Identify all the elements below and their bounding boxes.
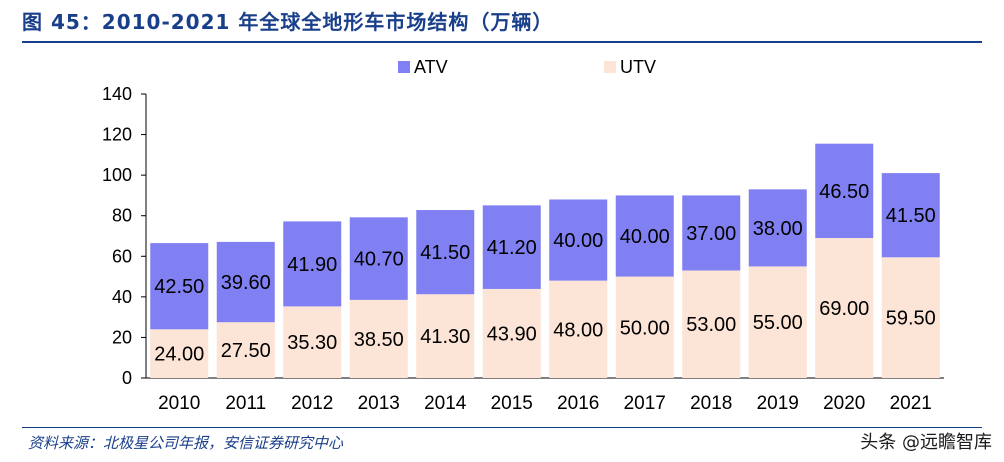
y-tick-label: 80 xyxy=(112,206,132,226)
source-note: 资料来源：北极星公司年报，安信证券研究中心 xyxy=(28,434,344,452)
bar-atv xyxy=(881,173,940,258)
y-tick-label: 40 xyxy=(112,287,132,307)
bar-atv xyxy=(283,221,342,307)
data-label-atv: 41.50 xyxy=(886,205,936,227)
data-label-atv: 40.00 xyxy=(620,226,670,248)
data-label-atv: 42.50 xyxy=(154,276,204,298)
bar-utv xyxy=(549,280,608,378)
y-tick-label: 20 xyxy=(112,327,132,347)
data-label-utv: 43.90 xyxy=(487,323,537,345)
bar-utv xyxy=(150,329,209,378)
bar-atv xyxy=(216,241,275,323)
bar-utv xyxy=(283,306,342,378)
legend-swatch-utv xyxy=(604,61,616,73)
y-tick-label: 60 xyxy=(112,246,132,266)
data-label-atv: 41.90 xyxy=(287,254,337,276)
x-tick-label: 2017 xyxy=(624,393,666,414)
title-divider xyxy=(22,41,982,43)
x-tick-label: 2013 xyxy=(358,393,400,414)
data-label-utv: 53.00 xyxy=(686,314,736,336)
x-tick-label: 2021 xyxy=(890,393,932,414)
legend-swatch-atv xyxy=(398,61,410,73)
bar-atv xyxy=(815,143,874,239)
y-tick-label: 120 xyxy=(102,125,132,145)
x-tick-label: 2010 xyxy=(158,393,200,414)
bar-atv xyxy=(482,205,541,289)
bar-utv xyxy=(682,270,741,378)
data-label-atv: 46.50 xyxy=(819,181,869,203)
y-tick-label: 140 xyxy=(102,84,132,104)
bar-atv xyxy=(150,243,209,330)
x-tick-label: 2018 xyxy=(690,393,732,414)
data-label-utv: 48.00 xyxy=(553,319,603,341)
legend-label-atv: ATV xyxy=(414,57,448,77)
data-label-utv: 24.00 xyxy=(154,344,204,366)
y-tick-label: 100 xyxy=(102,165,132,185)
x-tick-label: 2014 xyxy=(424,393,467,414)
data-label-utv: 38.50 xyxy=(354,329,404,351)
bar-atv xyxy=(549,199,608,281)
bar-utv xyxy=(216,322,275,378)
x-tick-label: 2016 xyxy=(557,393,599,414)
chart-title: 图 45：2010-2021 年全球全地形车市场结构（万辆） xyxy=(22,10,554,34)
data-label-atv: 37.00 xyxy=(686,223,736,245)
x-tick-label: 2020 xyxy=(823,393,865,414)
x-tick-label: 2012 xyxy=(291,393,333,414)
data-label-atv: 40.70 xyxy=(354,249,404,271)
data-label-utv: 50.00 xyxy=(620,317,670,339)
bar-utv xyxy=(615,276,674,378)
source-divider xyxy=(22,427,982,428)
bar-atv xyxy=(615,195,674,277)
data-label-utv: 55.00 xyxy=(753,312,803,334)
bar-atv xyxy=(349,217,408,300)
watermark: 头条 @远瞻智库 xyxy=(860,432,992,453)
x-tick-label: 2015 xyxy=(491,393,533,414)
data-label-atv: 41.50 xyxy=(420,242,470,264)
data-label-utv: 59.50 xyxy=(886,308,936,330)
x-tick-label: 2011 xyxy=(225,393,266,414)
data-label-atv: 39.60 xyxy=(221,272,271,294)
data-label-utv: 41.30 xyxy=(420,326,470,348)
data-label-utv: 27.50 xyxy=(221,340,271,362)
data-label-utv: 69.00 xyxy=(819,298,869,320)
bar-utv xyxy=(416,294,475,378)
data-label-atv: 41.20 xyxy=(487,237,537,259)
legend-label-utv: UTV xyxy=(620,57,656,77)
bar-utv xyxy=(349,299,408,378)
x-tick-label: 2019 xyxy=(757,393,799,414)
data-label-atv: 40.00 xyxy=(553,230,603,252)
bar-utv xyxy=(748,266,807,378)
y-tick-label: 0 xyxy=(122,368,132,388)
data-label-utv: 35.30 xyxy=(287,332,337,354)
bar-atv xyxy=(416,210,475,295)
bar-utv xyxy=(815,238,874,378)
bar-atv xyxy=(682,195,741,271)
bar-utv xyxy=(482,288,541,378)
bar-atv xyxy=(748,189,807,267)
bar-utv xyxy=(881,257,940,378)
data-label-atv: 38.00 xyxy=(753,218,803,240)
